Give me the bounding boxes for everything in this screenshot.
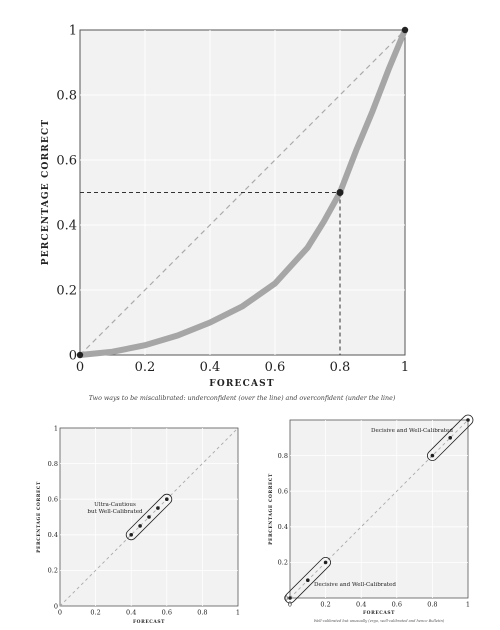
br-data-point [288, 596, 292, 600]
y-tick-label: 0 [284, 594, 288, 602]
y-tick-label: 1 [69, 24, 77, 39]
y-tick-label: 0.6 [48, 495, 58, 503]
y-tick-label: 0.8 [278, 452, 288, 460]
y-tick-label: 0.2 [48, 567, 58, 575]
bl-x-tick-labels: 0 0.2 0.4 0.6 0.8 1 [58, 609, 240, 617]
br-caption: Well-calibrated but unusually (ergo, wel… [314, 619, 445, 623]
x-tick-label: 0.6 [162, 609, 172, 617]
y-tick-label: 0.4 [48, 531, 58, 539]
main-chart: 0 0.2 0.4 0.6 0.8 1 0 0.2 0.4 0.6 0.8 1 FORECAST P… [41, 24, 409, 402]
br-data-points [288, 418, 470, 600]
y-tick-label: 0.8 [56, 89, 77, 104]
x-tick-label: 0.6 [265, 360, 286, 375]
main-x-axis-label: FORECAST [209, 379, 275, 389]
x-tick-label: 0.4 [356, 601, 366, 609]
x-tick-label: 0.2 [90, 609, 100, 617]
y-tick-label: 0.6 [278, 487, 288, 495]
y-tick-label: 0 [69, 349, 77, 364]
x-tick-label: 0 [76, 360, 84, 375]
br-x-tick-labels: 0 0.2 0.4 0.6 0.8 1 [288, 601, 470, 609]
y-tick-label: 1 [54, 424, 58, 432]
x-tick-label: 0.8 [197, 609, 207, 617]
y-tick-label: 0.6 [56, 154, 77, 169]
br-data-point [430, 453, 435, 458]
br-y-tick-labels: 0 0.2 0.4 0.6 0.8 [278, 452, 288, 602]
bl-data-points [129, 497, 169, 537]
br-data-point [448, 436, 453, 440]
main-point-end [401, 26, 409, 34]
main-y-tick-labels: 0 0.2 0.4 0.6 0.8 1 [56, 24, 77, 364]
bottom-right-chart: 0 0.2 0.4 0.6 0.8 1 0 0.2 0.4 0.6 0.8 Decisive an… [269, 414, 474, 623]
x-tick-label: 0.6 [392, 601, 402, 609]
x-tick-label: 0.4 [200, 360, 221, 375]
y-tick-label: 0.4 [56, 219, 77, 234]
br-data-point [466, 418, 470, 422]
x-tick-label: 0 [58, 609, 62, 617]
bl-gridlines [60, 428, 238, 606]
bl-data-point [165, 497, 169, 502]
y-tick-label: 0.8 [48, 460, 58, 468]
bl-x-axis-label: FORECAST [133, 620, 165, 625]
br-x-axis-label: FORECAST [363, 611, 395, 616]
br-data-point [323, 560, 328, 565]
bl-data-point [138, 524, 142, 528]
br-gridlines [290, 420, 468, 598]
main-caption: Two ways to be miscalibrated: underconfi… [89, 395, 396, 402]
bl-y-tick-labels: 0 0.2 0.4 0.6 0.8 1 [48, 424, 58, 610]
y-tick-label: 0 [54, 602, 58, 610]
br-plot-area [289, 419, 469, 599]
main-point-highlight [336, 189, 344, 196]
y-tick-label: 0.4 [278, 523, 288, 531]
br-y-axis-label: PERCENTAGE CORRECT [269, 473, 274, 545]
br-data-point [306, 578, 310, 582]
br-annotation-top: Decisive and Well-Calibrated [371, 428, 453, 434]
main-y-axis-label: PERCENTAGE CORRECT [41, 119, 51, 266]
x-tick-label: 1 [236, 609, 240, 617]
bl-data-point [147, 515, 151, 519]
x-tick-label: 0.2 [135, 360, 156, 375]
y-tick-label: 0.2 [56, 284, 77, 299]
x-tick-label: 0.8 [427, 601, 437, 609]
br-annotation-bottom: Decisive and Well-Calibrated [314, 582, 396, 588]
br-highlight-capsule-high [427, 414, 474, 461]
bl-data-point [129, 533, 133, 537]
bl-data-point [156, 506, 160, 510]
x-tick-label: 1 [401, 360, 409, 375]
bl-y-axis-label: PERCENTAGE CORRECT [37, 481, 42, 553]
bl-highlight-capsule [125, 493, 173, 541]
y-tick-label: 0.2 [278, 559, 288, 567]
br-highlight-capsule-low [284, 557, 331, 604]
bottom-left-chart: 0 0.2 0.4 0.6 0.8 1 0 0.2 0.4 0.6 0.8 1 Ultra-Caut… [37, 424, 240, 625]
x-tick-label: 0 [288, 601, 292, 609]
x-tick-label: 0.8 [330, 360, 351, 375]
bl-annotation-line1: Ultra-Cautious [94, 502, 136, 508]
x-tick-label: 0.2 [320, 601, 330, 609]
bl-annotation-line2: but Well-Calibrated [87, 509, 143, 515]
main-calibration-curve [77, 27, 408, 358]
main-x-tick-labels: 0 0.2 0.4 0.6 0.8 1 [76, 360, 409, 375]
main-point-origin [76, 351, 84, 359]
x-tick-label: 1 [466, 601, 470, 609]
x-tick-label: 0.4 [126, 609, 136, 617]
